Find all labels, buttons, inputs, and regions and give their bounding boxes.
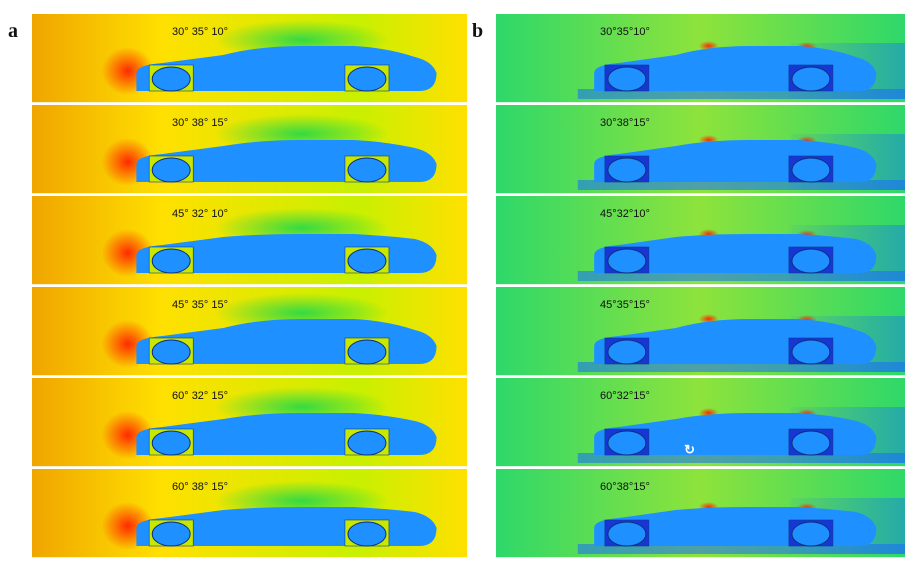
contour-tile: 60° 32° 15°: [32, 378, 467, 467]
wheel: [347, 66, 387, 92]
wheel: [347, 430, 387, 456]
wheel: [151, 66, 191, 92]
flow-field: [496, 287, 905, 376]
flow-field: [32, 196, 467, 285]
angle-label: 30°35°10°: [600, 26, 650, 38]
panel-b-contours: 30°35°10° 30°38°15°: [496, 14, 905, 560]
wheel: [151, 157, 191, 183]
underbody-flow: [577, 89, 905, 99]
wheel: [347, 157, 387, 183]
flow-field: [496, 378, 905, 467]
wheel: [607, 66, 647, 92]
flow-field: [32, 378, 467, 467]
refresh-icon: ↻: [684, 442, 696, 457]
wheel: [151, 339, 191, 365]
contour-tile: 45° 35° 15°: [32, 287, 467, 376]
wheel: [347, 248, 387, 274]
angle-label: 30° 35° 10°: [172, 26, 229, 38]
angle-label: 60° 32° 15°: [172, 390, 229, 402]
panel-a-label: a: [8, 20, 18, 42]
wheel: [607, 157, 647, 183]
underbody-flow: [577, 271, 905, 281]
wheel: [607, 430, 647, 456]
underbody-flow: [577, 362, 905, 372]
contour-tile: 30° 38° 15°: [32, 105, 467, 194]
wheel: [791, 521, 831, 547]
contour-tile: 30°38°15°: [496, 105, 905, 194]
flow-field: [32, 469, 467, 558]
tile-separator: [496, 284, 905, 285]
contour-tile: 60°38°15°: [496, 469, 905, 558]
angle-label: 45°32°10°: [600, 208, 650, 220]
angle-label: 60° 38° 15°: [172, 481, 229, 493]
tile-separator: [496, 557, 905, 558]
tile-separator: [496, 193, 905, 194]
wheel: [607, 339, 647, 365]
tile-separator: [32, 102, 467, 103]
panel-b-label: b: [472, 20, 484, 42]
angle-label: 60°32°15°: [600, 390, 650, 402]
contour-tile: 30° 35° 10°: [32, 14, 467, 103]
wheel: [151, 521, 191, 547]
underbody-flow: [577, 453, 905, 463]
flow-field: [496, 14, 905, 103]
wheel: [791, 339, 831, 365]
wheel: [791, 248, 831, 274]
flow-field: [496, 105, 905, 194]
wheel: [791, 430, 831, 456]
angle-label: 45° 32° 10°: [172, 208, 229, 220]
tile-separator: [496, 102, 905, 103]
tile-separator: [496, 375, 905, 376]
flow-field: [496, 469, 905, 558]
wheel: [791, 66, 831, 92]
angle-label: 30°38°15°: [600, 117, 650, 129]
tile-separator: [32, 466, 467, 467]
tile-separator: [496, 466, 905, 467]
contour-tile: 60° 38° 15°: [32, 469, 467, 558]
tile-separator: [32, 557, 467, 558]
contour-tile: 45°35°15°: [496, 287, 905, 376]
tile-separator: [32, 375, 467, 376]
wheel: [791, 157, 831, 183]
contour-tile: 45° 32° 10°: [32, 196, 467, 285]
flow-field: [496, 196, 905, 285]
angle-label: 45°35°15°: [600, 299, 650, 311]
wheel: [347, 521, 387, 547]
contour-tile: 60°32°15° ↻: [496, 378, 905, 467]
wheel: [151, 248, 191, 274]
wheel: [151, 430, 191, 456]
angle-label: 30° 38° 15°: [172, 117, 229, 129]
wheel: [607, 521, 647, 547]
tile-separator: [32, 193, 467, 194]
wheel: [347, 339, 387, 365]
angle-label: 45° 35° 15°: [172, 299, 229, 311]
wheel: [607, 248, 647, 274]
underbody-flow: [577, 544, 905, 554]
contour-tile: 45°32°10°: [496, 196, 905, 285]
angle-label: 60°38°15°: [600, 481, 650, 493]
panel-a-contours: 30° 35° 10° 30° 38° 15°: [32, 14, 467, 560]
flow-field: [32, 287, 467, 376]
underbody-flow: [577, 180, 905, 190]
contour-tile: 30°35°10°: [496, 14, 905, 103]
flow-field: [32, 105, 467, 194]
flow-field: [32, 14, 467, 103]
tile-separator: [32, 284, 467, 285]
